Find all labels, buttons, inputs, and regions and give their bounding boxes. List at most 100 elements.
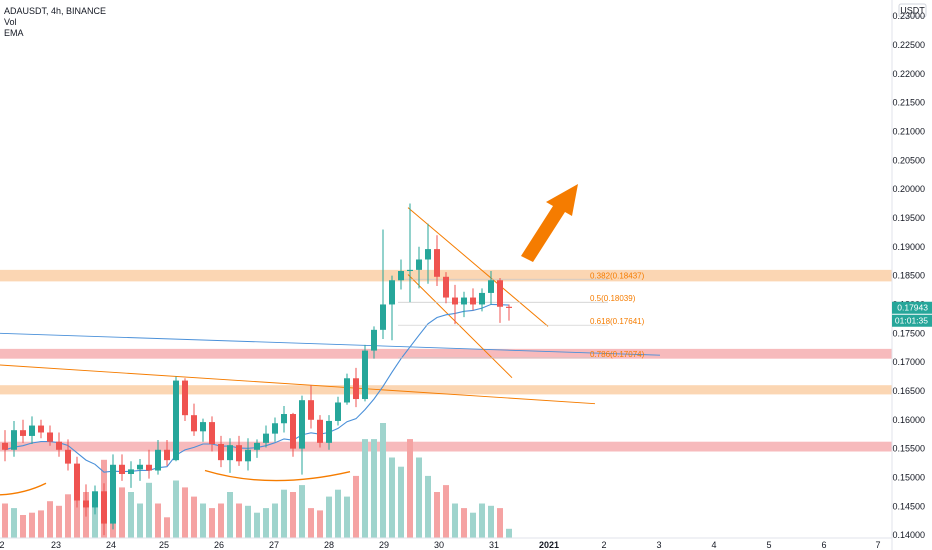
price-tick-label: 0.20500 [892,155,925,165]
volume-bar [326,496,332,538]
volume-bar [146,482,152,538]
candle-body [209,422,215,445]
candle-body [353,378,359,400]
fibonacci-levels: 0.382(0.18437) 0.5(0.18039) 0.618(0.17641)… [398,271,645,359]
price-tick-label: 0.23000 [892,11,925,21]
candle [2,430,8,462]
fib-label: 0.618(0.17641) [590,317,645,326]
volume-indicator-label[interactable]: Vol [4,17,17,27]
candle-body [74,463,80,501]
symbol-title[interactable]: ADAUSDT, 4h, BINANCE [4,6,107,16]
candle-body [317,419,323,443]
candle [182,378,188,421]
volume-bar [236,503,242,538]
candle-body [101,491,107,524]
time-tick-label: 6 [821,540,826,550]
candle [92,485,98,515]
time-tick-label: 28 [324,540,334,550]
channel-upper-line [407,207,549,327]
candle [272,417,278,442]
price-tick-label: 0.22000 [892,69,925,79]
price-candles [2,203,512,536]
time-tick-label: 30 [434,540,444,550]
candle-body [218,444,224,461]
candle-body [380,304,386,330]
volume-bar [254,512,260,538]
candle [119,454,125,481]
price-tick-label: 0.17500 [892,328,925,338]
candle [164,439,170,466]
price-axis-bg [892,0,932,550]
volume-bar [308,508,314,538]
candle [236,435,242,466]
zone-red-3 [0,441,892,452]
candle [47,425,53,446]
rounding-bottom-curve [204,469,351,482]
volume-bar [173,480,179,538]
candle [326,415,332,450]
candle [38,419,44,439]
volume-bar [416,457,422,538]
candle-body [2,442,8,450]
candle-body [308,400,314,420]
candle [353,367,359,408]
volume-bar [11,508,17,538]
volume-bar [461,508,467,538]
volume-bar [398,466,404,538]
time-tick-label: 31 [489,540,499,550]
time-axis[interactable]: 2 23 24 25 26 27 28 29 30 31 2021 2 3 4 5 6 7 [0,537,892,550]
candle [209,416,215,452]
currency-box [898,3,927,18]
time-tick-label: 27 [269,540,279,550]
price-tick-label: 0.19000 [892,242,925,252]
candle-body [299,400,305,449]
candle [254,439,260,458]
candle [29,416,35,445]
candle [479,288,485,312]
volume-bar [92,496,98,538]
candle [416,246,422,289]
volume-bar [182,487,188,538]
candle [344,373,350,405]
ema-indicator-label[interactable]: EMA [4,28,24,38]
candle-body [434,249,440,277]
volume-bar [434,492,440,538]
time-tick-label: 3 [656,540,661,550]
candle-body [488,280,494,293]
volume-bar [281,489,287,538]
candle-body [371,329,377,351]
candle-body [146,464,152,471]
price-tick-label: 0.15000 [892,472,925,482]
candle [146,449,152,479]
candle [506,304,512,321]
candle-body [362,350,368,400]
volume-bar [506,528,512,538]
candle-body [281,414,287,424]
candle [56,432,62,457]
candle [497,277,503,323]
volume-bar [335,489,341,538]
countdown-label: 01:01:35 [895,316,928,326]
candle-body [56,441,62,450]
candle-body [479,292,485,305]
price-tick-label: 0.14500 [892,501,925,511]
candle-body [344,378,350,403]
candle-body [506,306,512,308]
time-tick-label: 5 [766,540,771,550]
volume-bar [227,492,233,538]
zone-red-1 [0,348,892,359]
candle-body [137,464,143,470]
volume-bar [200,503,206,538]
candle-body [497,280,503,307]
candle [290,412,296,457]
volume-bar [245,505,251,538]
volume-bar [470,512,476,538]
candle [407,203,413,303]
time-tick-label: 7 [875,540,880,550]
candle-body [92,491,98,508]
candle-body [47,432,53,442]
price-tick-label: 0.21500 [892,98,925,108]
time-tick-label: 29 [379,540,389,550]
